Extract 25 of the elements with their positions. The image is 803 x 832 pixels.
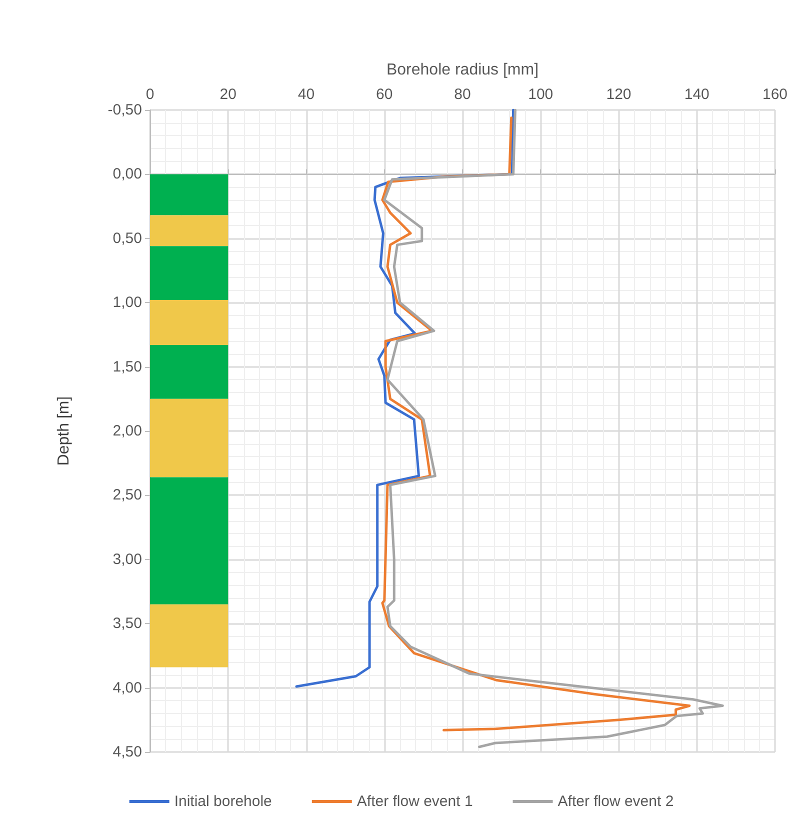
- x-tick-label: 100: [528, 86, 554, 103]
- x-tick-label: 40: [298, 86, 315, 103]
- legend-label: Initial borehole: [174, 793, 272, 810]
- legend-label: After flow event 2: [558, 793, 674, 810]
- x-tick-label: 120: [606, 86, 632, 103]
- y-tick-label: 0,00: [112, 166, 142, 183]
- y-tick-label: 0,50: [112, 230, 142, 247]
- x-tick-label: 160: [762, 86, 788, 103]
- x-tick-label: 140: [684, 86, 710, 103]
- y-tick-label: 3,00: [112, 550, 142, 568]
- y-tick-label: 2,50: [112, 486, 142, 504]
- x-tick-label: 20: [220, 86, 236, 103]
- x-tick-label: 60: [376, 86, 393, 103]
- y-tick-label: 2,00: [112, 422, 142, 440]
- x-tick-label: 80: [454, 86, 471, 103]
- x-tick-label: 0: [146, 86, 154, 103]
- y-tick-label: 4,50: [112, 744, 142, 760]
- y-axis-title: Depth [m]: [56, 396, 72, 466]
- x-axis-title: Borehole radius [mm]: [386, 62, 539, 78]
- y-tick-label: 1,50: [112, 358, 142, 376]
- y-tick-label: 1,00: [112, 294, 142, 312]
- legend-label: After flow event 1: [356, 793, 473, 810]
- y-tick-label: 3,50: [112, 615, 142, 632]
- y-tick-label: 4,00: [112, 679, 142, 696]
- y-tick-label: -0,50: [108, 102, 142, 118]
